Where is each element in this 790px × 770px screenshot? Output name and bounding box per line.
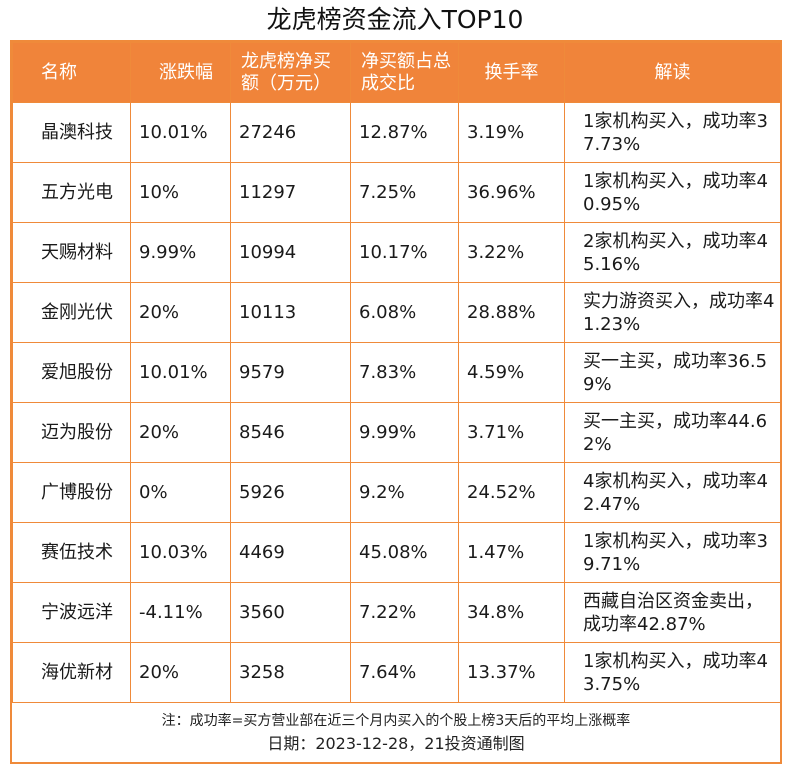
cell-name: 海优新材: [12, 642, 131, 703]
cell-turnover: 3.22%: [458, 222, 565, 283]
cell-name: 晶澳科技: [12, 102, 131, 163]
cell-change: 10.01%: [130, 342, 231, 403]
cell-turnover: 3.19%: [458, 102, 565, 163]
cell-change: 10.01%: [130, 102, 231, 163]
cell-change: 20%: [130, 402, 231, 463]
cell-reading: 西藏自治区资金卖出，成功率42.87%: [564, 582, 781, 643]
cell-reading: 4家机构买入，成功率42.47%: [564, 462, 781, 523]
cell-change: 20%: [130, 282, 231, 343]
header-change: 涨跌幅: [130, 42, 231, 103]
table-row: 赛伍技术 10.03% 4469 45.08% 1.47% 1家机构买入，成功率39.71…: [12, 522, 781, 583]
cell-net-buy: 5926: [230, 462, 351, 523]
cell-net-buy: 27246: [230, 102, 351, 163]
cell-net-ratio: 7.22%: [350, 582, 459, 643]
cell-change: 9.99%: [130, 222, 231, 283]
header-reading: 解读: [564, 42, 781, 103]
cell-net-ratio: 7.83%: [350, 342, 459, 403]
cell-name: 金刚光伏: [12, 282, 131, 343]
cell-change: 10%: [130, 162, 231, 223]
table-row: 晶澳科技 10.01% 27246 12.87% 3.19% 1家机构买入，成功率37.7…: [12, 102, 781, 163]
ranking-table: 名称 涨跌幅 龙虎榜净买额（万元） 净买额占总成交比 换手率 解读 晶澳科技 10…: [12, 42, 781, 703]
cell-name: 五方光电: [12, 162, 131, 223]
table-row: 宁波远洋 -4.11% 3560 7.22% 34.8% 西藏自治区资金卖出，成功率42.…: [12, 582, 781, 643]
cell-net-ratio: 9.2%: [350, 462, 459, 523]
cell-net-buy: 9579: [230, 342, 351, 403]
cell-reading: 2家机构买入，成功率45.16%: [564, 222, 781, 283]
cell-turnover: 28.88%: [458, 282, 565, 343]
cell-net-ratio: 12.87%: [350, 102, 459, 163]
cell-change: -4.11%: [130, 582, 231, 643]
cell-name: 广博股份: [12, 462, 131, 523]
footer-note: 注：成功率=买方营业部在近三个月内买入的个股上榜3天后的平均上涨概率: [161, 713, 631, 729]
header-name: 名称: [12, 42, 131, 103]
cell-net-buy: 10113: [230, 282, 351, 343]
cell-reading: 1家机构买入，成功率39.71%: [564, 522, 781, 583]
table-row: 广博股份 0% 5926 9.2% 24.52% 4家机构买入，成功率42.47%: [12, 462, 781, 523]
cell-net-ratio: 6.08%: [350, 282, 459, 343]
cell-change: 10.03%: [130, 522, 231, 583]
table-body: 晶澳科技 10.01% 27246 12.87% 3.19% 1家机构买入，成功率37.7…: [12, 102, 781, 703]
cell-net-ratio: 10.17%: [350, 222, 459, 283]
table-frame: 名称 涨跌幅 龙虎榜净买额（万元） 净买额占总成交比 换手率 解读 晶澳科技 10…: [10, 40, 782, 764]
cell-net-buy: 11297: [230, 162, 351, 223]
cell-reading: 买一主买，成功率36.59%: [564, 342, 781, 403]
cell-turnover: 36.96%: [458, 162, 565, 223]
cell-name: 爱旭股份: [12, 342, 131, 403]
table-row: 海优新材 20% 3258 7.64% 13.37% 1家机构买入，成功率43.75%: [12, 642, 781, 703]
header-net-buy: 龙虎榜净买额（万元）: [230, 42, 351, 103]
cell-net-ratio: 9.99%: [350, 402, 459, 463]
page-title: 龙虎榜资金流入TOP10: [266, 5, 524, 34]
cell-reading: 买一主买，成功率44.62%: [564, 402, 781, 463]
table-row: 天赐材料 9.99% 10994 10.17% 3.22% 2家机构买入，成功率45.16…: [12, 222, 781, 283]
cell-turnover: 34.8%: [458, 582, 565, 643]
table-row: 金刚光伏 20% 10113 6.08% 28.88% 实力游资买入，成功率41.23%: [12, 282, 781, 343]
cell-net-ratio: 7.25%: [350, 162, 459, 223]
cell-turnover: 4.59%: [458, 342, 565, 403]
cell-name: 赛伍技术: [12, 522, 131, 583]
header-turnover: 换手率: [458, 42, 565, 103]
cell-change: 20%: [130, 642, 231, 703]
cell-turnover: 24.52%: [458, 462, 565, 523]
table-row: 爱旭股份 10.01% 9579 7.83% 4.59% 买一主买，成功率36.59%: [12, 342, 781, 403]
cell-name: 迈为股份: [12, 402, 131, 463]
cell-reading: 1家机构买入，成功率40.95%: [564, 162, 781, 223]
cell-name: 宁波远洋: [12, 582, 131, 643]
cell-net-ratio: 7.64%: [350, 642, 459, 703]
table-header-row: 名称 涨跌幅 龙虎榜净买额（万元） 净买额占总成交比 换手率 解读: [12, 42, 781, 103]
cell-change: 0%: [130, 462, 231, 523]
cell-net-buy: 4469: [230, 522, 351, 583]
cell-reading: 实力游资买入，成功率41.23%: [564, 282, 781, 343]
table-row: 迈为股份 20% 8546 9.99% 3.71% 买一主买，成功率44.62%: [12, 402, 781, 463]
cell-reading: 1家机构买入，成功率43.75%: [564, 642, 781, 703]
footer: 注：成功率=买方营业部在近三个月内买入的个股上榜3天后的平均上涨概率 日期：20…: [12, 703, 780, 762]
table-row: 五方光电 10% 11297 7.25% 36.96% 1家机构买入，成功率40.95%: [12, 162, 781, 223]
cell-net-buy: 3560: [230, 582, 351, 643]
cell-net-buy: 8546: [230, 402, 351, 463]
header-net-ratio: 净买额占总成交比: [350, 42, 459, 103]
footer-date: 日期：2023-12-28，21投资通制图: [267, 734, 525, 753]
cell-reading: 1家机构买入，成功率37.73%: [564, 102, 781, 163]
cell-turnover: 13.37%: [458, 642, 565, 703]
cell-turnover: 3.71%: [458, 402, 565, 463]
cell-turnover: 1.47%: [458, 522, 565, 583]
cell-net-ratio: 45.08%: [350, 522, 459, 583]
cell-net-buy: 10994: [230, 222, 351, 283]
cell-name: 天赐材料: [12, 222, 131, 283]
cell-net-buy: 3258: [230, 642, 351, 703]
